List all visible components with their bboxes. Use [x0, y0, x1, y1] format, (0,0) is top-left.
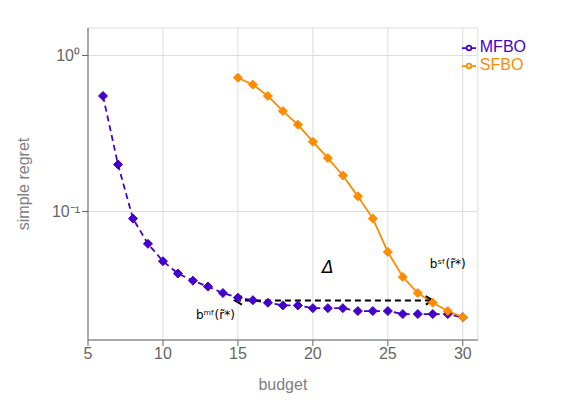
- html-text:SFBO: SFBO: [479, 56, 524, 73]
- html-text:MFBO: MFBO: [479, 38, 526, 55]
- svg-text:5: 5: [84, 345, 93, 362]
- svg-text:10⁰: 10⁰: [56, 47, 80, 64]
- svg-text:20: 20: [304, 345, 322, 362]
- svg-text:30: 30: [454, 345, 472, 362]
- svg-text:15: 15: [229, 345, 247, 362]
- svg-text:bˢᶠ(r̃*): bˢᶠ(r̃*): [430, 257, 466, 271]
- svg-text:Δ: Δ: [320, 257, 334, 277]
- svg-text:simple regret: simple regret: [15, 137, 32, 230]
- svg-text:bᵐᶠ(r̃*): bᵐᶠ(r̃*): [196, 308, 235, 322]
- svg-text:budget: budget: [258, 376, 307, 393]
- svg-text:10: 10: [154, 345, 172, 362]
- svg-text:10⁻¹: 10⁻¹: [52, 203, 80, 220]
- svg-text:25: 25: [379, 345, 397, 362]
